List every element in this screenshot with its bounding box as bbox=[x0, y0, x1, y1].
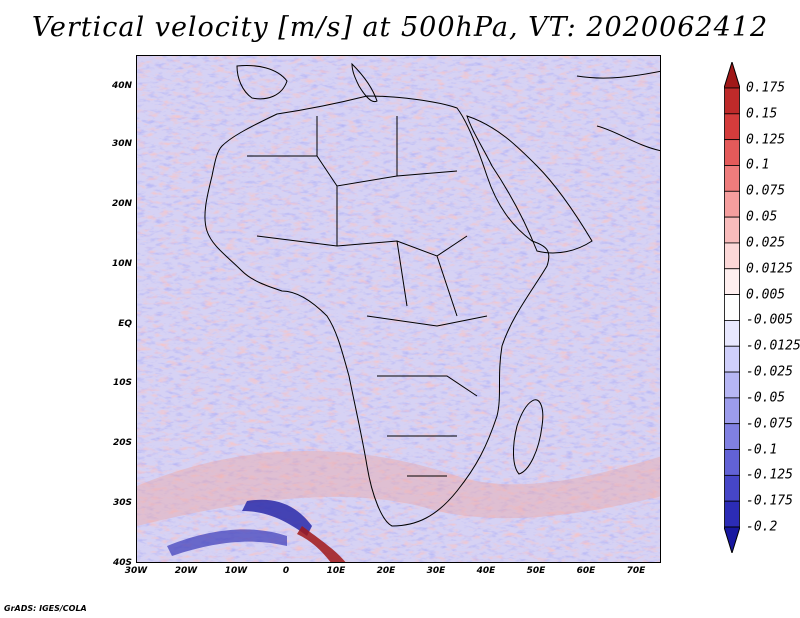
colorbar-label: 0.175 bbox=[746, 80, 786, 96]
lon-label-40e: 40E bbox=[476, 566, 496, 576]
colorbar-label: 0.125 bbox=[746, 132, 786, 148]
colorbar-label: 0.1 bbox=[746, 157, 770, 173]
colorbar-label: -0.1 bbox=[746, 442, 778, 458]
lat-label-30n: 30N bbox=[111, 139, 132, 149]
lat-label-eq: EQ bbox=[118, 319, 132, 329]
colorbar-label: -0.005 bbox=[746, 312, 793, 328]
southern-trough bbox=[242, 499, 312, 536]
africa-outline bbox=[204, 95, 550, 527]
colorbar-box bbox=[724, 474, 740, 502]
colorbar-box bbox=[724, 165, 740, 192]
colorbar-label: 0.075 bbox=[746, 183, 786, 199]
colorbar-box bbox=[724, 242, 740, 270]
colorbar-label: 0.005 bbox=[746, 287, 786, 303]
colorbar-label: 0.05 bbox=[746, 209, 778, 225]
colorbar-box bbox=[724, 113, 740, 141]
borders-central bbox=[256, 235, 488, 327]
lon-label-50e: 50E bbox=[526, 566, 546, 576]
lat-label-40s: 40S bbox=[112, 558, 132, 568]
colorbar-box bbox=[724, 139, 740, 166]
arabia-outline bbox=[466, 115, 593, 254]
lat-label-20s: 20S bbox=[112, 438, 132, 448]
colorbar-top-arrow bbox=[724, 62, 740, 89]
lat-label-10n: 10N bbox=[111, 259, 132, 269]
colorbar-label: -0.2 bbox=[746, 519, 778, 535]
colorbar-label: 0.025 bbox=[746, 235, 786, 251]
colorbar-bottom-arrow bbox=[724, 526, 740, 553]
colorbar-box bbox=[724, 423, 740, 450]
asia-coast bbox=[576, 70, 660, 152]
lon-label-20e: 20E bbox=[376, 566, 396, 576]
colorbar-label: -0.175 bbox=[746, 493, 793, 509]
lon-label-10e: 10E bbox=[326, 566, 346, 576]
southern-band bbox=[137, 451, 660, 526]
borders-south bbox=[377, 375, 478, 477]
colorbar-label: -0.025 bbox=[746, 364, 793, 380]
colorbar-box bbox=[724, 294, 740, 321]
coastlines bbox=[204, 62, 660, 527]
colorbar-box bbox=[724, 216, 740, 244]
colorbar-box bbox=[724, 449, 740, 476]
borders-north bbox=[247, 116, 458, 246]
colorbar-label: 0.0125 bbox=[746, 261, 793, 277]
lat-label-10s: 10S bbox=[112, 378, 132, 388]
colorbar-label: 0.15 bbox=[746, 106, 778, 122]
lon-label-0: 0 bbox=[282, 566, 290, 576]
southern-trough-2 bbox=[167, 529, 287, 556]
map-title: Vertical velocity [m/s] at 500hPa, VT: 2… bbox=[31, 12, 769, 43]
lon-label-10w: 10W bbox=[224, 566, 248, 576]
colorbar-box bbox=[724, 371, 740, 399]
iberia-outline bbox=[236, 65, 288, 100]
colorbar-box bbox=[724, 190, 740, 218]
lon-label-30w: 30W bbox=[124, 566, 148, 576]
lon-label-20w: 20W bbox=[174, 566, 198, 576]
colorbar-box bbox=[724, 320, 740, 347]
southern-streak bbox=[297, 526, 346, 562]
colorbar-box bbox=[724, 268, 740, 295]
lat-label-20n: 20N bbox=[111, 199, 132, 209]
colorbar-label: -0.075 bbox=[746, 416, 793, 432]
madagascar-outline bbox=[513, 399, 544, 475]
lat-label-40n: 40N bbox=[111, 81, 132, 91]
colorbar-label: -0.125 bbox=[746, 467, 793, 483]
colorbar-box bbox=[724, 500, 740, 528]
lon-label-30e: 30E bbox=[426, 566, 446, 576]
colorbar-box bbox=[724, 87, 740, 115]
colorbar-label: -0.0125 bbox=[746, 338, 800, 354]
colorbar bbox=[724, 62, 740, 553]
field-texture bbox=[137, 56, 660, 562]
footer-credit: GrADS: IGES/COLA bbox=[4, 604, 87, 613]
lat-label-30s: 30S bbox=[112, 498, 132, 508]
lon-label-70e: 70E bbox=[626, 566, 646, 576]
colorbar-box bbox=[724, 345, 740, 373]
colorbar-box bbox=[724, 397, 740, 425]
map-area bbox=[136, 55, 661, 563]
colorbar-label: -0.05 bbox=[746, 390, 786, 406]
map-field bbox=[137, 56, 660, 562]
italy-outline bbox=[351, 62, 378, 103]
lon-label-60e: 60E bbox=[576, 566, 596, 576]
